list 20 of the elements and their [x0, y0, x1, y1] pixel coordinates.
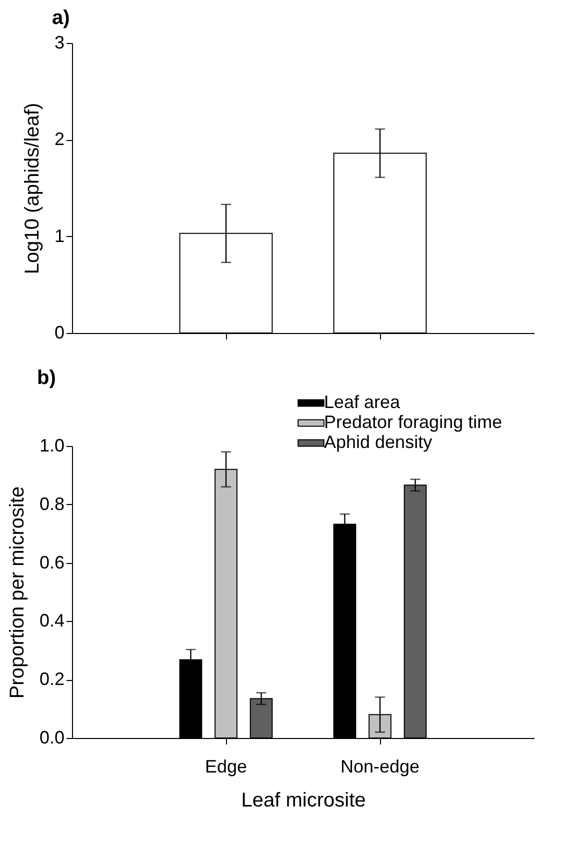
chart-title: a) [52, 7, 70, 29]
y-tick-label: 0 [54, 322, 64, 342]
x-tick-label: Edge [204, 756, 248, 776]
legend-label: Aphid density [324, 432, 432, 452]
y-tick-label: 0.0 [39, 728, 64, 748]
x-tick-label: Non-edge [340, 756, 420, 776]
x-axis-title: Leaf microsite [241, 790, 366, 812]
legend-label: Leaf area [324, 392, 402, 412]
chart-title: b) [36, 367, 56, 389]
y-tick-label: 0.4 [39, 610, 64, 631]
y-tick-label: 0.2 [39, 669, 64, 690]
y-tick-label: 0.6 [39, 552, 64, 572]
y-tick-label: 1.0 [39, 436, 64, 456]
y-tick-label: 2 [54, 129, 64, 150]
y-axis-title: Proportion per microsite [6, 486, 28, 699]
y-axis-title: Log10 (aphids/leaf) [21, 102, 44, 274]
y-tick-label: 0.8 [39, 494, 64, 514]
y-tick-label: 3 [54, 32, 64, 52]
y-tick-label: 1 [54, 226, 64, 246]
legend-label: Predator foraging time [324, 412, 502, 432]
